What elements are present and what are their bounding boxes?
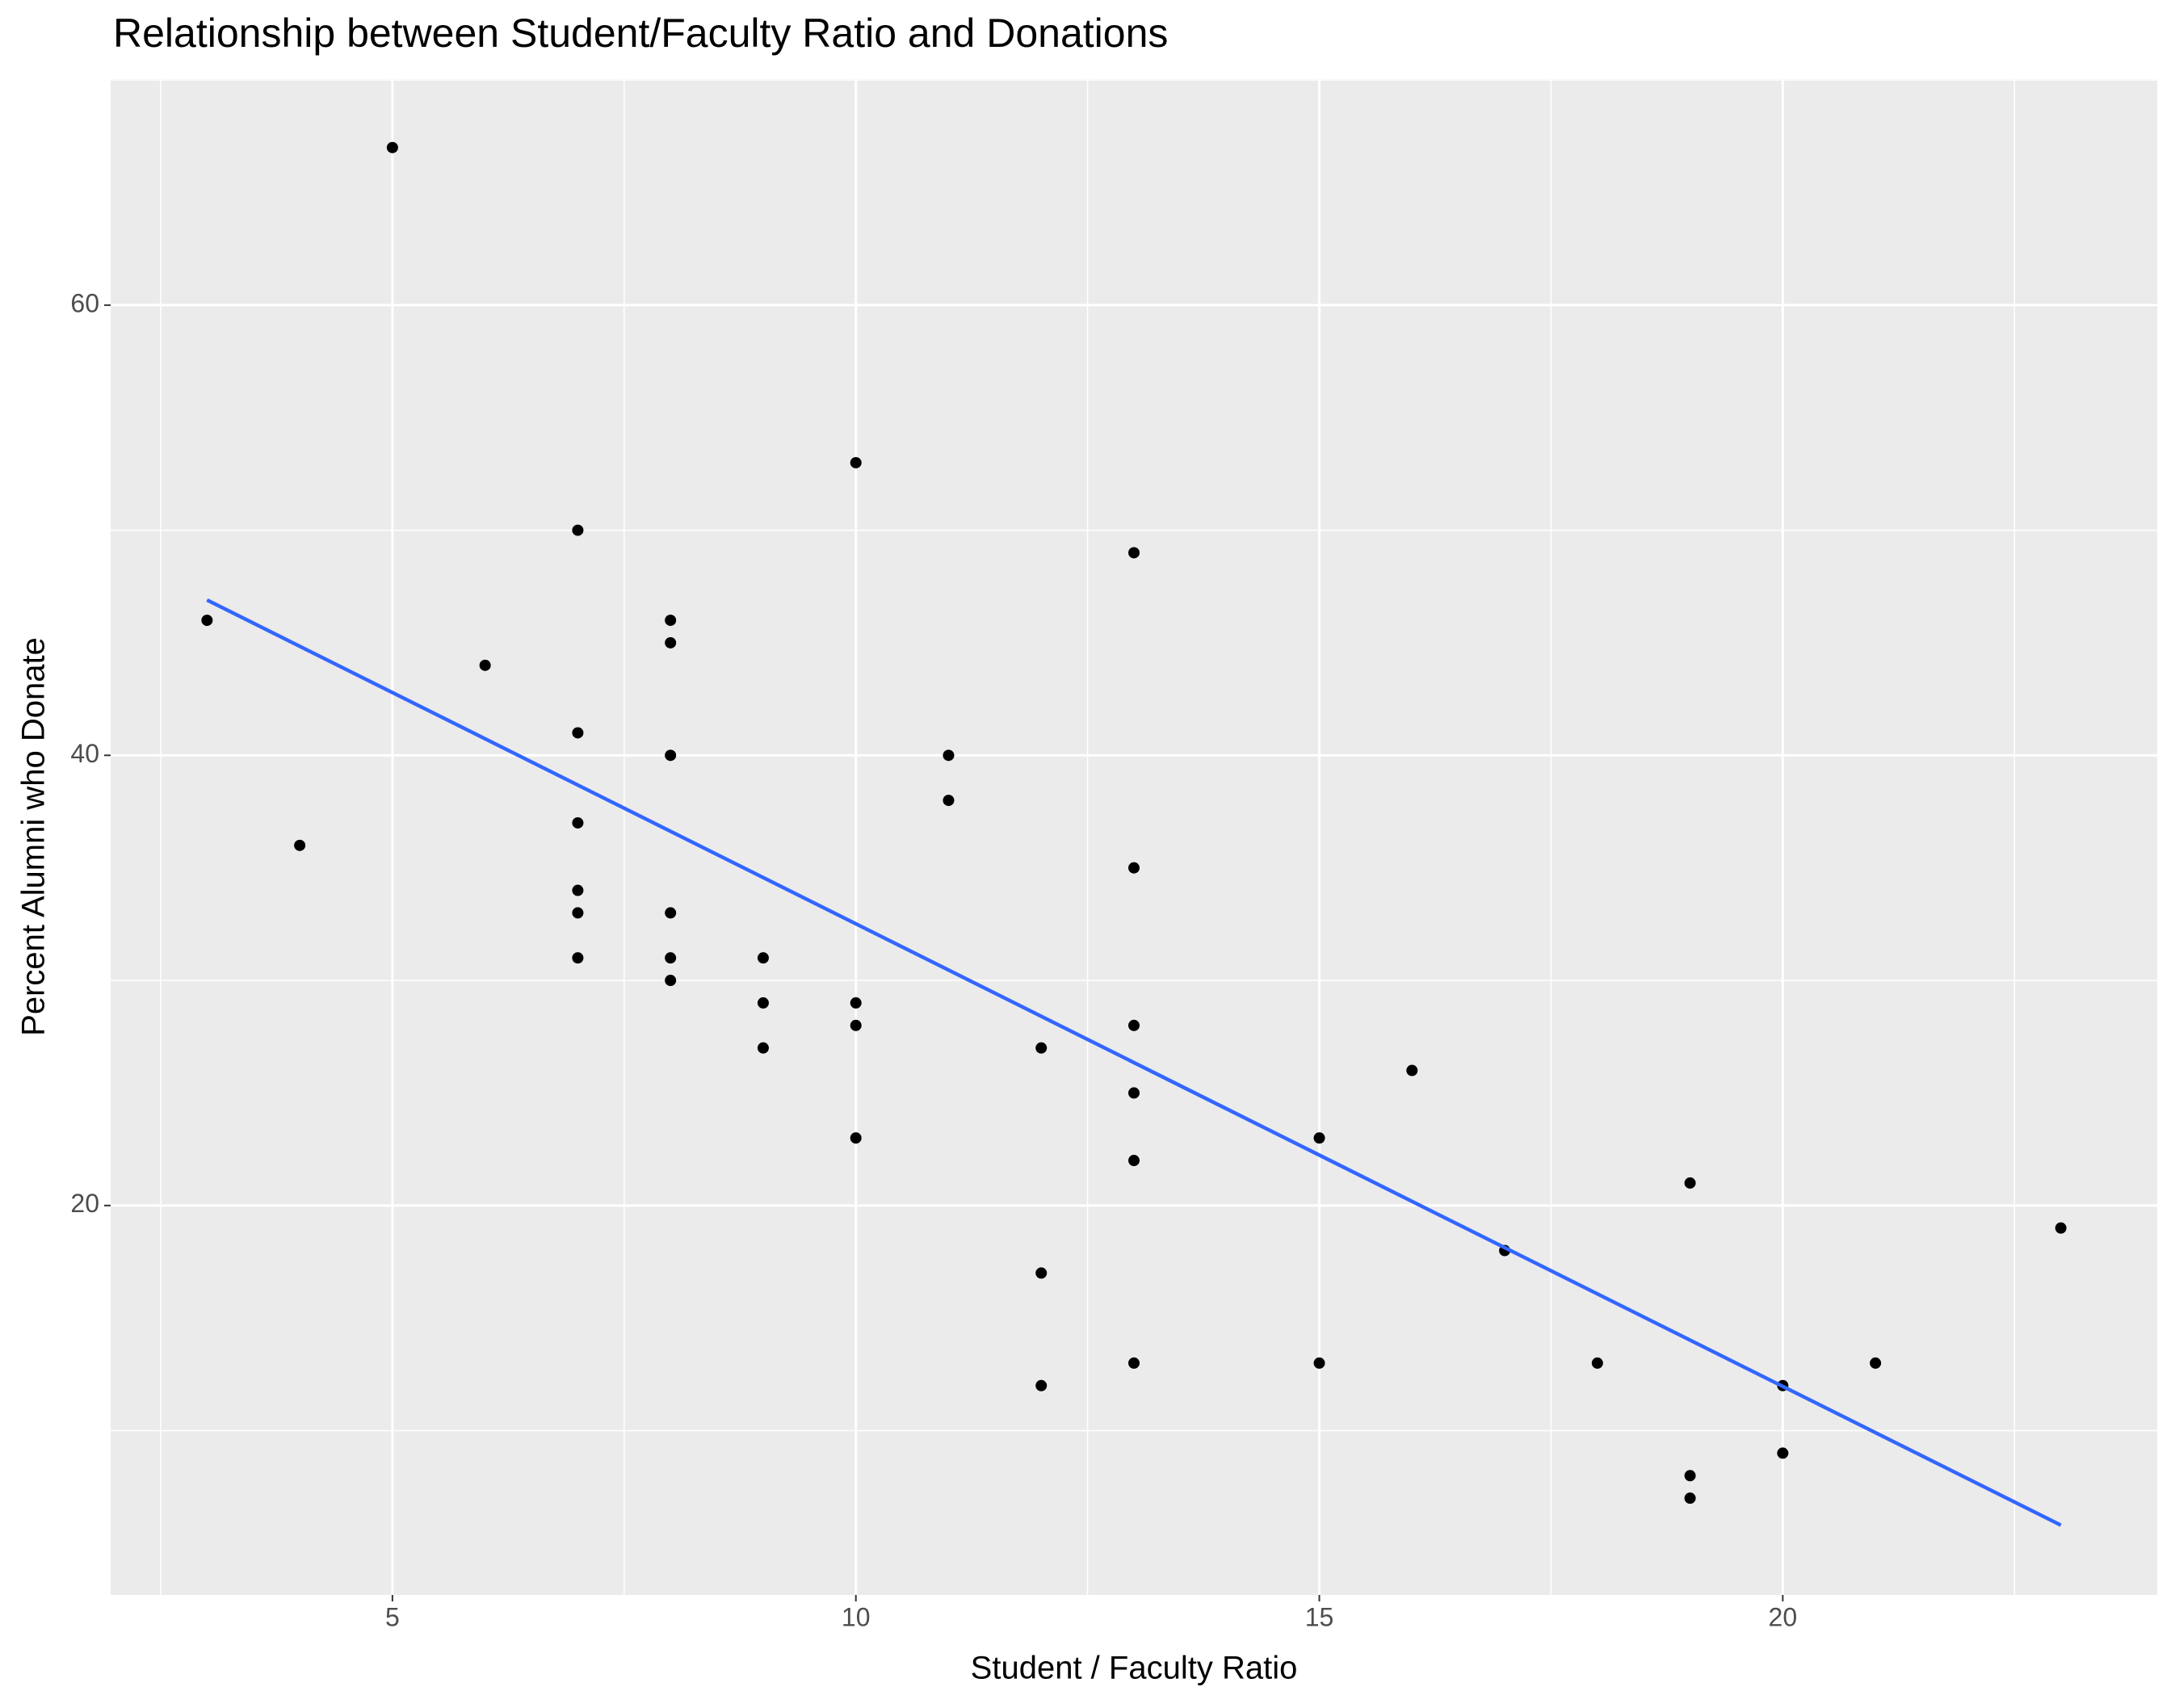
x-tick-label: 15 <box>1305 1602 1334 1631</box>
data-point <box>294 839 306 851</box>
data-point <box>1035 1379 1048 1391</box>
data-point <box>572 727 584 739</box>
data-point <box>1035 1042 1048 1054</box>
data-point <box>1128 1155 1140 1167</box>
data-point <box>665 907 677 919</box>
data-point <box>201 615 213 627</box>
data-point <box>1128 862 1140 874</box>
data-point <box>943 749 955 762</box>
data-point <box>572 884 584 896</box>
data-point <box>757 952 769 964</box>
data-point <box>1684 1492 1696 1504</box>
data-point <box>572 952 584 964</box>
data-point <box>1128 1357 1140 1369</box>
data-point <box>1313 1132 1325 1144</box>
x-tick-label: 10 <box>842 1602 871 1631</box>
data-point <box>572 524 584 536</box>
data-point <box>1035 1267 1048 1279</box>
data-point <box>850 997 862 1009</box>
data-point <box>943 795 955 807</box>
data-point <box>850 456 862 468</box>
y-axis-title: Percent Alumni who Donate <box>16 637 52 1036</box>
panel-background <box>111 79 2157 1595</box>
data-point <box>665 975 677 987</box>
x-tick-label: 5 <box>385 1602 400 1631</box>
data-point <box>1313 1357 1325 1369</box>
data-point <box>1777 1447 1789 1459</box>
data-point <box>572 907 584 919</box>
x-axis-title: Student / Faculty Ratio <box>971 1651 1298 1686</box>
data-point <box>572 816 584 829</box>
data-point <box>479 659 491 671</box>
data-point <box>2055 1222 2067 1234</box>
y-tick-label: 20 <box>70 1189 99 1218</box>
data-point <box>757 997 769 1009</box>
data-point <box>1684 1470 1696 1482</box>
data-point <box>1591 1357 1603 1369</box>
data-point <box>665 636 677 648</box>
data-point <box>757 1042 769 1054</box>
data-point <box>850 1019 862 1031</box>
y-tick-label: 40 <box>70 739 99 768</box>
y-tick-label: 60 <box>70 288 99 317</box>
data-point <box>1128 1019 1140 1031</box>
data-point <box>1128 547 1140 559</box>
data-point <box>1870 1357 1882 1369</box>
data-point <box>850 1132 862 1144</box>
data-point <box>386 141 398 153</box>
data-point <box>1406 1064 1418 1076</box>
x-tick-label: 20 <box>1769 1602 1798 1631</box>
data-point <box>1128 1087 1140 1099</box>
data-point <box>665 749 677 762</box>
data-point <box>665 952 677 964</box>
trend-line <box>206 598 2062 1527</box>
data-point <box>665 615 677 627</box>
data-point <box>1684 1177 1696 1189</box>
chart-title: Relationship between Student/Faculty Rat… <box>113 10 1168 56</box>
